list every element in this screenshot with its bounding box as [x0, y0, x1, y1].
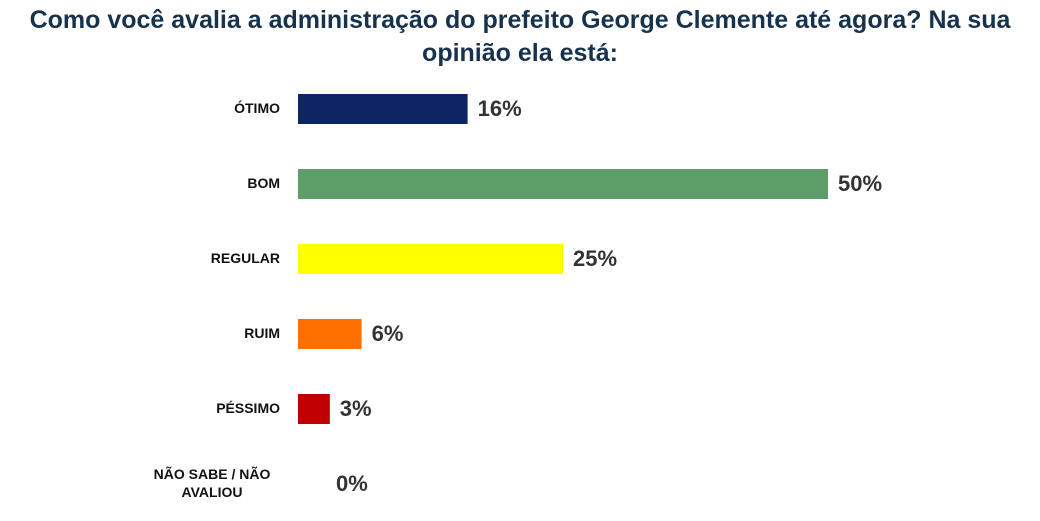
value-label-4: 3% — [340, 396, 372, 421]
value-label-3: 6% — [372, 321, 404, 346]
category-label-3: RUIM — [244, 325, 280, 341]
category-label-4: PÉSSIMO — [216, 400, 280, 416]
value-label-2: 25% — [573, 246, 617, 271]
bar-2 — [298, 244, 563, 274]
value-label-5: 0% — [336, 471, 368, 496]
value-label-0: 16% — [478, 96, 522, 121]
category-label-2: REGULAR — [211, 250, 280, 266]
bar-4 — [298, 394, 330, 424]
value-label-1: 50% — [838, 171, 882, 196]
category-label-0: ÓTIMO — [234, 99, 280, 116]
category-label-5: NÃO SABE / NÃO AVALIOU — [154, 465, 271, 500]
bar-3 — [298, 319, 362, 349]
bar-1 — [298, 169, 828, 199]
bar-0 — [298, 94, 468, 124]
chart-title: Como você avalia a administração do pref… — [29, 6, 1011, 67]
category-label-1: BOM — [247, 175, 280, 191]
